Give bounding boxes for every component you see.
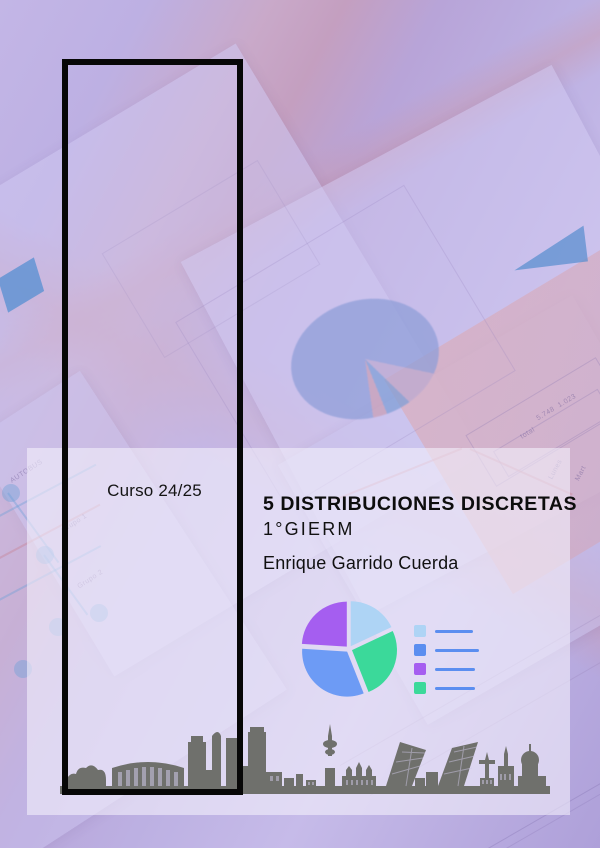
- legend-label-bar: [435, 629, 473, 633]
- legend-item: [414, 663, 479, 675]
- legend-swatch-icon: [414, 644, 426, 656]
- content-panel: [27, 448, 570, 815]
- course-label: Curso 24/25: [107, 481, 202, 500]
- legend-label-bar: [435, 648, 479, 652]
- madrid-skyline-icon: [60, 722, 550, 794]
- pie-slice: [301, 601, 347, 647]
- legend-label-bar: [435, 667, 475, 671]
- legend-item: [414, 625, 479, 637]
- chart-legend: [414, 625, 479, 694]
- legend-swatch-icon: [414, 663, 426, 675]
- legend-item: [414, 682, 479, 694]
- legend-swatch-icon: [414, 625, 426, 637]
- legend-label-bar: [435, 686, 475, 690]
- legend-item: [414, 644, 479, 656]
- page-subtitle: 1°GIERM: [263, 518, 355, 539]
- legend-swatch-icon: [414, 682, 426, 694]
- pie-slice: [351, 631, 397, 693]
- pie-slice: [302, 648, 364, 697]
- photo-chart-node: [2, 484, 20, 502]
- page-title: 5 DISTRIBUCIONES DISCRETAS: [263, 493, 578, 515]
- pie-chart: [296, 601, 402, 697]
- pie-slice: [350, 601, 392, 647]
- author-name: Enrique Garrido Cuerda: [263, 553, 459, 574]
- title-block: 5 DISTRIBUCIONES DISCRETAS 1°GIERM Enriq…: [263, 493, 577, 574]
